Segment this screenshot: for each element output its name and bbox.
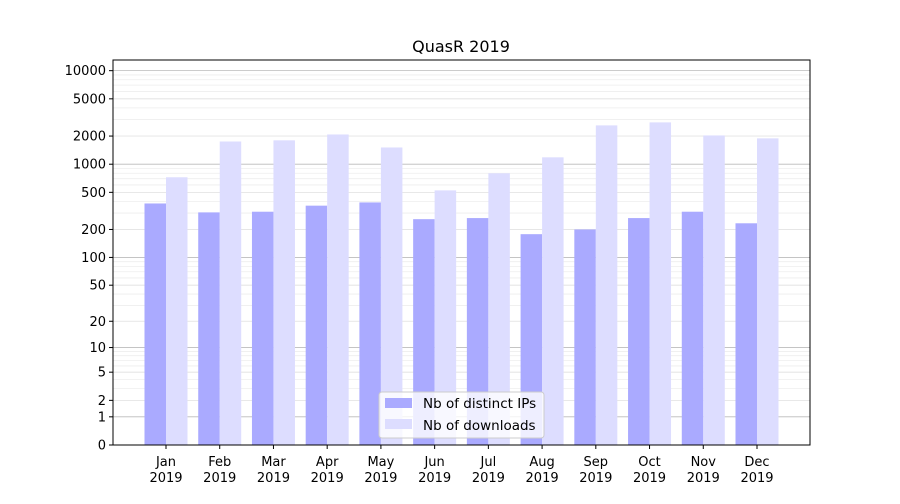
legend-box <box>378 391 545 439</box>
bar-downloads <box>219 141 242 445</box>
x-tick-label: Dec 2019 <box>740 455 773 486</box>
bar-distinct-ips <box>466 218 489 445</box>
x-tick-label: Nov 2019 <box>687 455 720 486</box>
bar-downloads <box>703 135 725 446</box>
bar-downloads <box>757 138 779 445</box>
y-tick-label: 50 <box>89 279 106 294</box>
x-tick-label: Sep 2019 <box>579 455 612 486</box>
x-tick-label: Jun 2019 <box>418 455 451 486</box>
bar-downloads <box>542 157 564 445</box>
y-tick-label: 500 <box>81 186 106 201</box>
legend-swatch-ips <box>385 398 412 408</box>
bar-downloads <box>327 134 349 445</box>
x-tick-label: Jul 2019 <box>472 455 505 486</box>
bar-distinct-ips <box>144 203 166 445</box>
bar-distinct-ips <box>413 219 435 445</box>
legend: Nb of distinct IPs Nb of downloads <box>378 391 545 439</box>
x-tick-label: Aug 2019 <box>526 455 559 486</box>
y-tick-label: 1 <box>98 410 106 425</box>
y-tick-label: 100 <box>81 251 106 266</box>
x-tick-label: Mar 2019 <box>257 455 290 486</box>
axes-frame <box>112 59 811 446</box>
bar-downloads <box>434 190 457 445</box>
x-tick-label: Feb 2019 <box>203 455 236 486</box>
y-tick-label: 5 <box>98 366 106 381</box>
y-tick-label: 20 <box>89 315 106 330</box>
bar-distinct-ips <box>574 229 596 445</box>
bar-downloads <box>273 140 295 446</box>
y-tick-label: 5000 <box>73 92 106 107</box>
bar-distinct-ips <box>251 211 274 445</box>
y-tick-label: 10 <box>89 341 106 356</box>
bar-distinct-ips <box>198 212 220 445</box>
y-tick-label: 10000 <box>65 64 106 79</box>
bar-downloads <box>166 177 188 445</box>
x-tick-label: May 2019 <box>364 455 397 486</box>
legend-label-downloads: Nb of downloads <box>423 418 536 434</box>
legend-label-ips: Nb of distinct IPs <box>423 396 536 412</box>
legend-swatch-downloads <box>385 419 412 429</box>
x-tick-label: Oct 2019 <box>633 455 666 486</box>
y-tick-label: 200 <box>81 223 106 238</box>
bar-distinct-ips <box>305 205 328 445</box>
bar-downloads <box>595 125 618 445</box>
x-tick-label: Jan 2019 <box>149 455 182 486</box>
x-tick-label: Apr 2019 <box>311 455 344 486</box>
y-tick-label: 1000 <box>73 158 106 173</box>
bar-downloads <box>649 122 672 445</box>
chart-title: QuasR 2019 <box>412 37 510 56</box>
bar-distinct-ips <box>628 218 650 445</box>
y-tick-label: 0 <box>98 439 106 454</box>
y-tick-label: 2 <box>98 394 106 409</box>
bar-distinct-ips <box>735 223 757 445</box>
bar-downloads <box>488 173 510 446</box>
bar-distinct-ips <box>681 211 704 445</box>
y-tick-label: 2000 <box>73 130 106 145</box>
bar-downloads <box>380 147 403 445</box>
bar-distinct-ips <box>359 202 381 445</box>
